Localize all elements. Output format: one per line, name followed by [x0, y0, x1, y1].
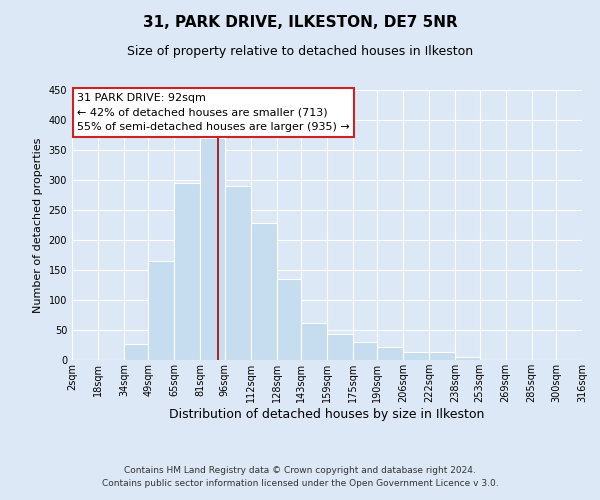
Bar — [175, 183, 200, 360]
Bar — [224, 186, 251, 360]
Bar — [327, 334, 353, 360]
Bar — [200, 138, 224, 360]
Bar — [353, 342, 377, 360]
Text: Size of property relative to detached houses in Ilkeston: Size of property relative to detached ho… — [127, 45, 473, 58]
X-axis label: Distribution of detached houses by size in Ilkeston: Distribution of detached houses by size … — [169, 408, 485, 421]
Text: 31 PARK DRIVE: 92sqm
← 42% of detached houses are smaller (713)
55% of semi-deta: 31 PARK DRIVE: 92sqm ← 42% of detached h… — [77, 92, 350, 132]
Y-axis label: Number of detached properties: Number of detached properties — [33, 138, 43, 312]
Text: 31, PARK DRIVE, ILKESTON, DE7 5NR: 31, PARK DRIVE, ILKESTON, DE7 5NR — [143, 15, 457, 30]
Bar — [277, 279, 301, 360]
Bar — [430, 352, 455, 360]
Bar — [377, 347, 403, 360]
Bar — [403, 352, 430, 360]
Text: Contains HM Land Registry data © Crown copyright and database right 2024.
Contai: Contains HM Land Registry data © Crown c… — [101, 466, 499, 487]
Bar — [148, 261, 175, 360]
Bar — [455, 357, 479, 360]
Bar — [251, 223, 277, 360]
Bar — [124, 344, 148, 360]
Bar — [301, 323, 327, 360]
